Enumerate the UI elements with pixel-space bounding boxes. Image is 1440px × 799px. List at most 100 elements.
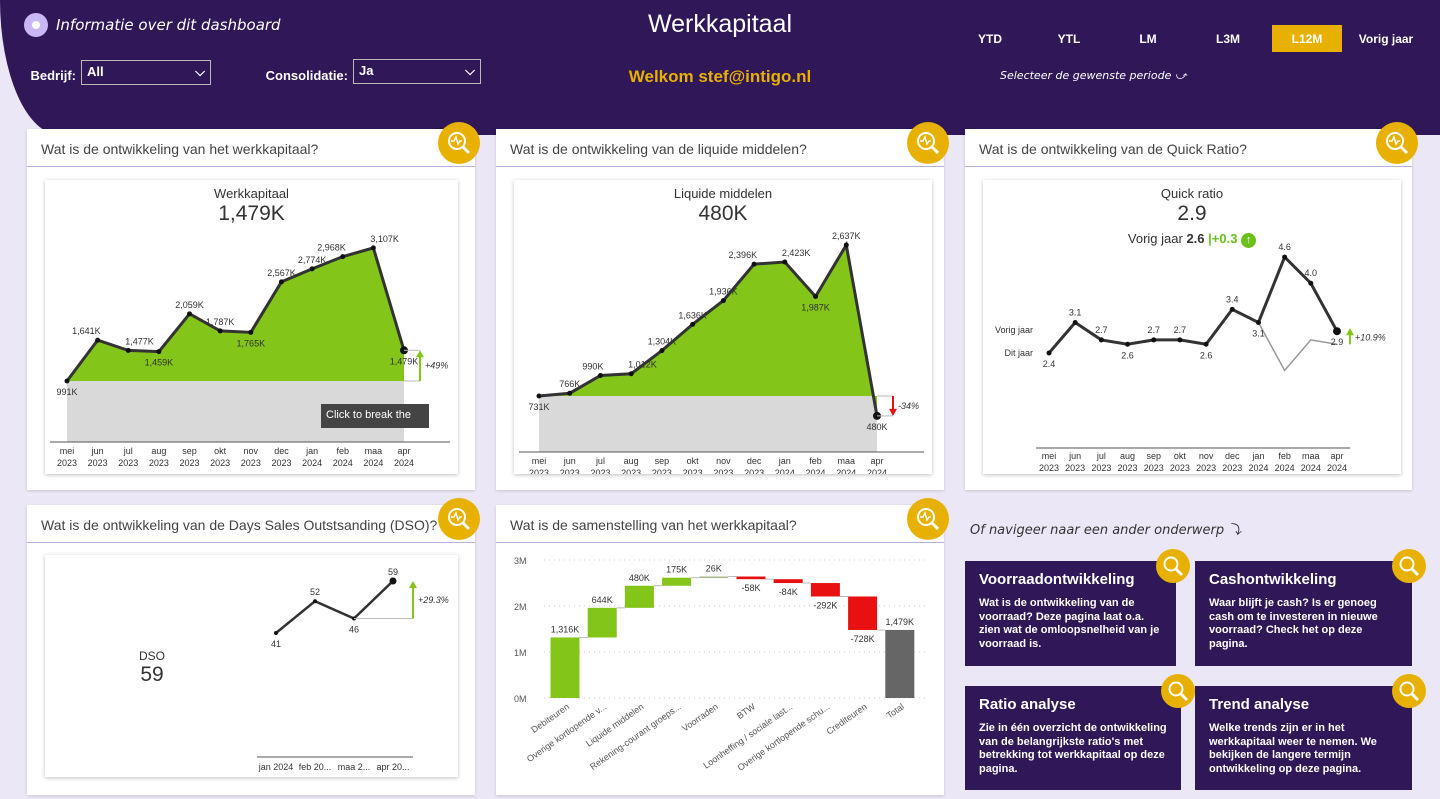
chart-panel: Quick ratio 2.9 Vorig jaar 2.6 |+0.3 ↑ 2… (983, 180, 1401, 474)
x-tick-label: sep (655, 456, 670, 466)
x-tick-label: 2024 (775, 468, 795, 474)
x-tick-label: 2023 (1222, 463, 1242, 473)
data-label: 2.7 (1147, 325, 1160, 335)
data-point (597, 372, 603, 378)
waterfall-bar (587, 607, 617, 638)
x-tick-label: 2023 (88, 458, 108, 468)
nav-ratio-analyse[interactable]: Ratio analyse Zie in één overzicht de ont… (965, 674, 1195, 790)
welcome-text: Welkom stef@intigo.nl (628, 67, 812, 86)
nav-trend-analyse[interactable]: Trend analyse Welke trends zijn er in het… (1195, 674, 1426, 790)
chart-title: Werkkapitaal (214, 186, 289, 201)
data-point (309, 266, 315, 272)
period-lm[interactable]: LM (1139, 31, 1157, 46)
period-l3m[interactable]: L3M (1216, 31, 1240, 46)
divider (27, 166, 475, 167)
data-label: 2.4 (1043, 359, 1056, 369)
x-tick-label: 2023 (1091, 463, 1111, 473)
data-point (187, 311, 193, 317)
data-label: 2.6 (1200, 350, 1213, 360)
data-label: 2.7 (1095, 325, 1108, 335)
analyze-icon[interactable] (1376, 122, 1418, 164)
data-label: 1,765K (237, 338, 266, 348)
analyze-icon[interactable] (907, 122, 949, 164)
data-label: 2,567K (267, 268, 296, 278)
period-vorig-jaar[interactable]: Vorig jaar (1358, 31, 1414, 46)
data-label: 175K (666, 565, 687, 575)
info-label: Informatie over dit dashboard (56, 16, 281, 34)
bedrijf-dropdown[interactable]: All ⌵ (81, 60, 211, 85)
data-point (313, 599, 317, 604)
data-point (1282, 254, 1288, 260)
data-label: 1,479K (886, 617, 915, 627)
legend-vorig-jaar: Vorig jaar (995, 325, 1033, 335)
data-point (274, 631, 278, 635)
x-tick-label: 2023 (590, 468, 610, 474)
x-tick-label: 2023 (1118, 463, 1138, 473)
x-tick-label: Crediteuren (824, 701, 868, 736)
period-hint-text: Selecteer de gewenste periode (1000, 69, 1172, 82)
series-line-vorig-jaar (1048, 308, 1338, 372)
data-label: 2,423K (782, 248, 811, 258)
data-label: 26K (706, 564, 722, 574)
card-title: Wat is de samenstelling van het werkkapi… (510, 517, 797, 533)
data-label: 1,787K (206, 317, 235, 327)
data-label: 2,637K (832, 231, 861, 241)
x-tick-label: jan (305, 446, 318, 456)
data-label: -58K (741, 583, 760, 593)
y-tick-label: 1M (514, 648, 527, 658)
x-tick-label: 2023 (210, 458, 230, 468)
x-tick-label: dec (274, 446, 289, 456)
variance-label: +49% (425, 361, 448, 371)
period-ytl[interactable]: YTL (1057, 31, 1081, 46)
variance-label: +29.3% (418, 595, 449, 605)
info-button[interactable]: Informatie over dit dashboard (24, 13, 281, 37)
nav-cashontwikkeling[interactable]: Cashontwikkeling Waar blijft je cash? Is … (1195, 549, 1426, 666)
card-title: Wat is de ontwikkeling van de liquide mi… (510, 141, 807, 157)
data-label: 2.7 (1174, 325, 1187, 335)
analyze-icon[interactable] (438, 122, 480, 164)
y-tick-label: 2M (514, 602, 527, 612)
x-tick-label: 2024 (1327, 463, 1347, 473)
data-point (1151, 337, 1157, 343)
x-tick-label: 2024 (1248, 463, 1268, 473)
comparison-value: 2.6 (1186, 231, 1205, 246)
chart-title: Liquide middelen (673, 186, 773, 201)
period-ytd[interactable]: YTD (978, 31, 1002, 46)
data-point (1308, 280, 1314, 286)
data-point (95, 337, 101, 343)
nav-text: Wat is de ontwikkeling van de voorraad? … (979, 597, 1160, 650)
x-tick-label: apr (1330, 451, 1343, 461)
x-tick-label: 2023 (1170, 463, 1190, 473)
analyze-icon[interactable] (907, 498, 949, 540)
waterfall-bar (885, 629, 915, 698)
x-tick-label: 2023 (1039, 463, 1059, 473)
data-point (1333, 327, 1341, 336)
consolidatie-dropdown[interactable]: Ja ⌵ (353, 59, 481, 84)
analyze-icon (1161, 674, 1195, 708)
waterfall-bar (624, 585, 654, 608)
kpi-value: 2.9 (1177, 202, 1207, 225)
nav-voorraadontwikkeling[interactable]: Voorraadontwikkeling Wat is de ontwikkeli… (965, 549, 1190, 666)
x-tick-label: maa (838, 456, 856, 466)
data-point (1046, 350, 1052, 356)
x-tick-label: 2023 (180, 458, 200, 468)
x-tick-label: 2023 (241, 458, 261, 468)
data-label: 1,477K (125, 336, 154, 346)
dso-chart[interactable]: 41 52 46 59 +29.3% jan 2024 feb 20... maa 2... a… (45, 555, 458, 777)
x-tick-label: maa 2... (338, 762, 371, 772)
period-l12m[interactable]: L12M (1272, 25, 1342, 52)
nav-text: Zie in één overzicht de ontwikkeling van… (979, 722, 1167, 775)
waterfall-bar (699, 576, 729, 579)
quick-ratio-chart[interactable]: 2.4 3.1 2.7 2.6 2.7 2.7 2.6 3.4 3.1 4.6 4.0 2.9 Vori… (983, 180, 1401, 474)
x-tick-label: 2023 (118, 458, 138, 468)
data-point (843, 242, 849, 248)
bedrijf-label: Bedrijf: (30, 68, 77, 83)
data-label: 2.9 (1331, 337, 1344, 347)
card-liquide-middelen: Wat is de ontwikkeling van de liquide mi… (496, 129, 944, 490)
y-tick-label: 0M (514, 694, 527, 704)
data-point (720, 298, 726, 304)
analyze-icon[interactable] (438, 498, 480, 540)
